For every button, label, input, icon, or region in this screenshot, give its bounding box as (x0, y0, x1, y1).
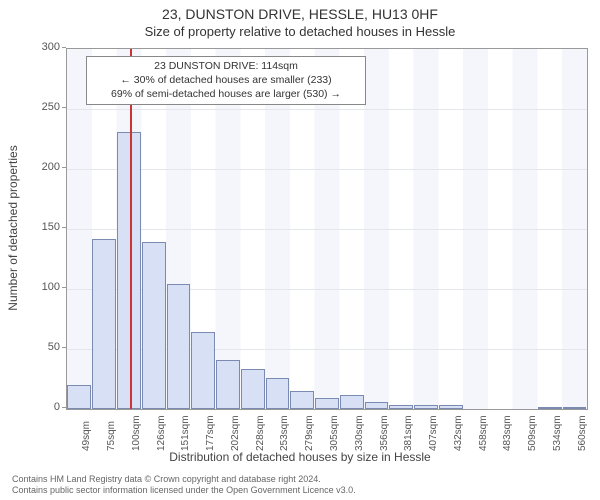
x-tick-label: 407sqm (428, 415, 439, 451)
footnote-line-2: Contains public sector information licen… (12, 485, 588, 496)
histogram-bar (67, 385, 91, 409)
x-tick-label: 381sqm (403, 415, 414, 451)
x-tick-label: 228sqm (255, 415, 266, 451)
chart-subhead: Size of property relative to detached ho… (0, 22, 600, 39)
histogram-bar (563, 407, 587, 409)
x-tick-label: 279sqm (304, 415, 315, 451)
histogram-bar (389, 405, 413, 409)
x-tick-label: 75sqm (106, 421, 117, 451)
footnote: Contains HM Land Registry data © Crown c… (12, 474, 588, 497)
x-tick-label: 458sqm (478, 415, 489, 451)
x-tick-label: 100sqm (131, 415, 142, 451)
annotation-box: 23 DUNSTON DRIVE: 114sqm ← 30% of detach… (86, 56, 366, 105)
annotation-line-2: ← 30% of detached houses are smaller (23… (93, 73, 359, 87)
y-tick-label: 0 (30, 401, 60, 413)
footnote-line-1: Contains HM Land Registry data © Crown c… (12, 474, 588, 485)
page-title: 23, DUNSTON DRIVE, HESSLE, HU13 0HF (0, 0, 600, 22)
y-tick-label: 250 (30, 101, 60, 113)
y-tick-label: 50 (30, 341, 60, 353)
histogram-bar (538, 407, 562, 409)
y-tick-label: 300 (30, 41, 60, 53)
x-tick-label: 330sqm (354, 415, 365, 451)
histogram-bar (414, 405, 438, 409)
histogram-bar (142, 242, 166, 409)
gridline (67, 169, 587, 170)
annotation-line-1: 23 DUNSTON DRIVE: 114sqm (93, 59, 359, 73)
histogram-bar (241, 369, 265, 409)
x-tick-label: 534sqm (552, 415, 563, 451)
y-tick-label: 150 (30, 221, 60, 233)
y-tick-label: 100 (30, 281, 60, 293)
histogram-bar (290, 391, 314, 409)
x-tick-label: 126sqm (156, 415, 167, 451)
histogram-bar (340, 395, 364, 409)
x-tick-label: 432sqm (453, 415, 464, 451)
y-tick-label: 200 (30, 161, 60, 173)
x-tick-label: 560sqm (577, 415, 588, 451)
chart-container: 23, DUNSTON DRIVE, HESSLE, HU13 0HF Size… (0, 0, 600, 500)
x-tick-label: 509sqm (527, 415, 538, 451)
histogram-bar (117, 132, 141, 409)
x-tick-label: 483sqm (502, 415, 513, 451)
histogram-bar (315, 398, 339, 409)
histogram-bar (92, 239, 116, 409)
histogram-bar (266, 378, 290, 409)
x-tick-label: 177sqm (205, 415, 216, 451)
x-tick-label: 305sqm (329, 415, 340, 451)
y-axis-label: Number of detached properties (6, 145, 20, 310)
histogram-bar (167, 284, 191, 409)
x-axis-label: Distribution of detached houses by size … (0, 450, 600, 464)
annotation-line-3: 69% of semi-detached houses are larger (… (93, 87, 359, 101)
gridline (67, 229, 587, 230)
gridline (67, 109, 587, 110)
x-tick-label: 202sqm (230, 415, 241, 451)
x-tick-label: 253sqm (279, 415, 290, 451)
histogram-bar (365, 402, 389, 409)
histogram-bar (216, 360, 240, 409)
histogram-bar (439, 405, 463, 409)
x-tick-label: 151sqm (180, 415, 191, 451)
histogram-bar (191, 332, 215, 409)
x-tick-label: 49sqm (81, 421, 92, 451)
x-tick-label: 356sqm (379, 415, 390, 451)
